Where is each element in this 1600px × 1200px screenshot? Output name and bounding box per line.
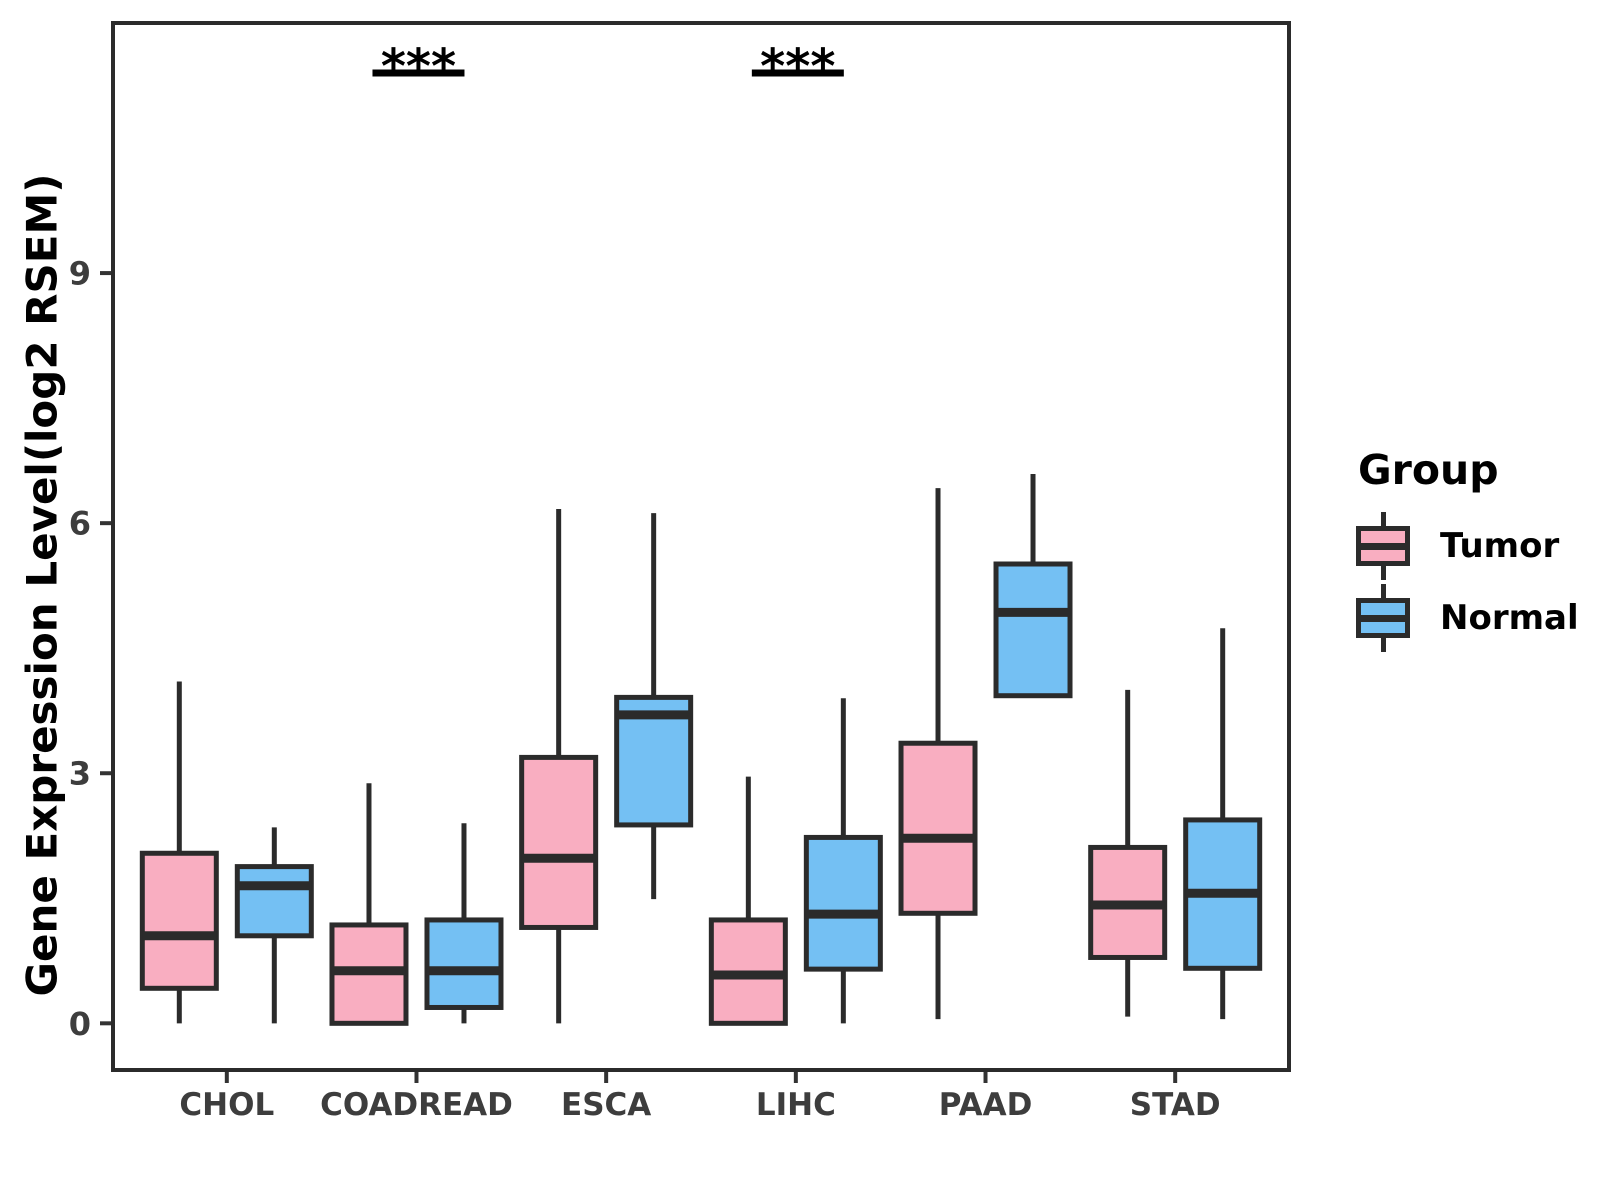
- legend-item-tumor: Tumor: [1356, 512, 1579, 580]
- x-tick-label-stad: STAD: [1130, 1087, 1221, 1123]
- boxplot-glyph-tumor-icon: [1356, 512, 1410, 580]
- legend-item-normal: Normal: [1356, 584, 1579, 652]
- box-normal-lihc: [803, 834, 883, 972]
- x-tick-label-paad: PAAD: [939, 1087, 1033, 1123]
- x-tick-label-coadread: COADREAD: [320, 1087, 513, 1123]
- x-tick-label-lihc: LIHC: [756, 1087, 836, 1123]
- panel-border: [111, 21, 1291, 1072]
- x-tick-label-chol: CHOL: [179, 1087, 274, 1123]
- legend-label-normal: Normal: [1440, 598, 1579, 638]
- x-tick-label-esca: ESCA: [561, 1087, 651, 1123]
- box-normal-coadread: [424, 917, 504, 1010]
- glyph-median: [1361, 614, 1405, 622]
- box-tumor-paad: [898, 740, 978, 916]
- y-axis-title: Gene Expression Level(log2 RSEM): [17, 173, 67, 997]
- y-tick-label-3: 3: [69, 755, 91, 793]
- significance-stars-coadread: ***: [381, 39, 456, 95]
- glyph-box: [1356, 526, 1410, 566]
- box-tumor-esca: [519, 754, 599, 930]
- y-tick-label-6: 6: [69, 505, 91, 543]
- glyph-box: [1356, 598, 1410, 638]
- y-tick-label-0: 0: [69, 1005, 91, 1043]
- y-tick-label-9: 9: [69, 255, 91, 293]
- glyph-median: [1361, 542, 1405, 550]
- legend: Group Tumor Normal: [1356, 446, 1579, 656]
- significance-stars-lihc: ***: [760, 39, 835, 95]
- legend-label-tumor: Tumor: [1440, 526, 1560, 566]
- box-normal-chol: [234, 864, 314, 939]
- box-tumor-chol: [139, 850, 219, 991]
- legend-title: Group: [1358, 446, 1499, 494]
- box-normal-paad: [993, 561, 1073, 699]
- boxplot-glyph-normal-icon: [1356, 584, 1410, 652]
